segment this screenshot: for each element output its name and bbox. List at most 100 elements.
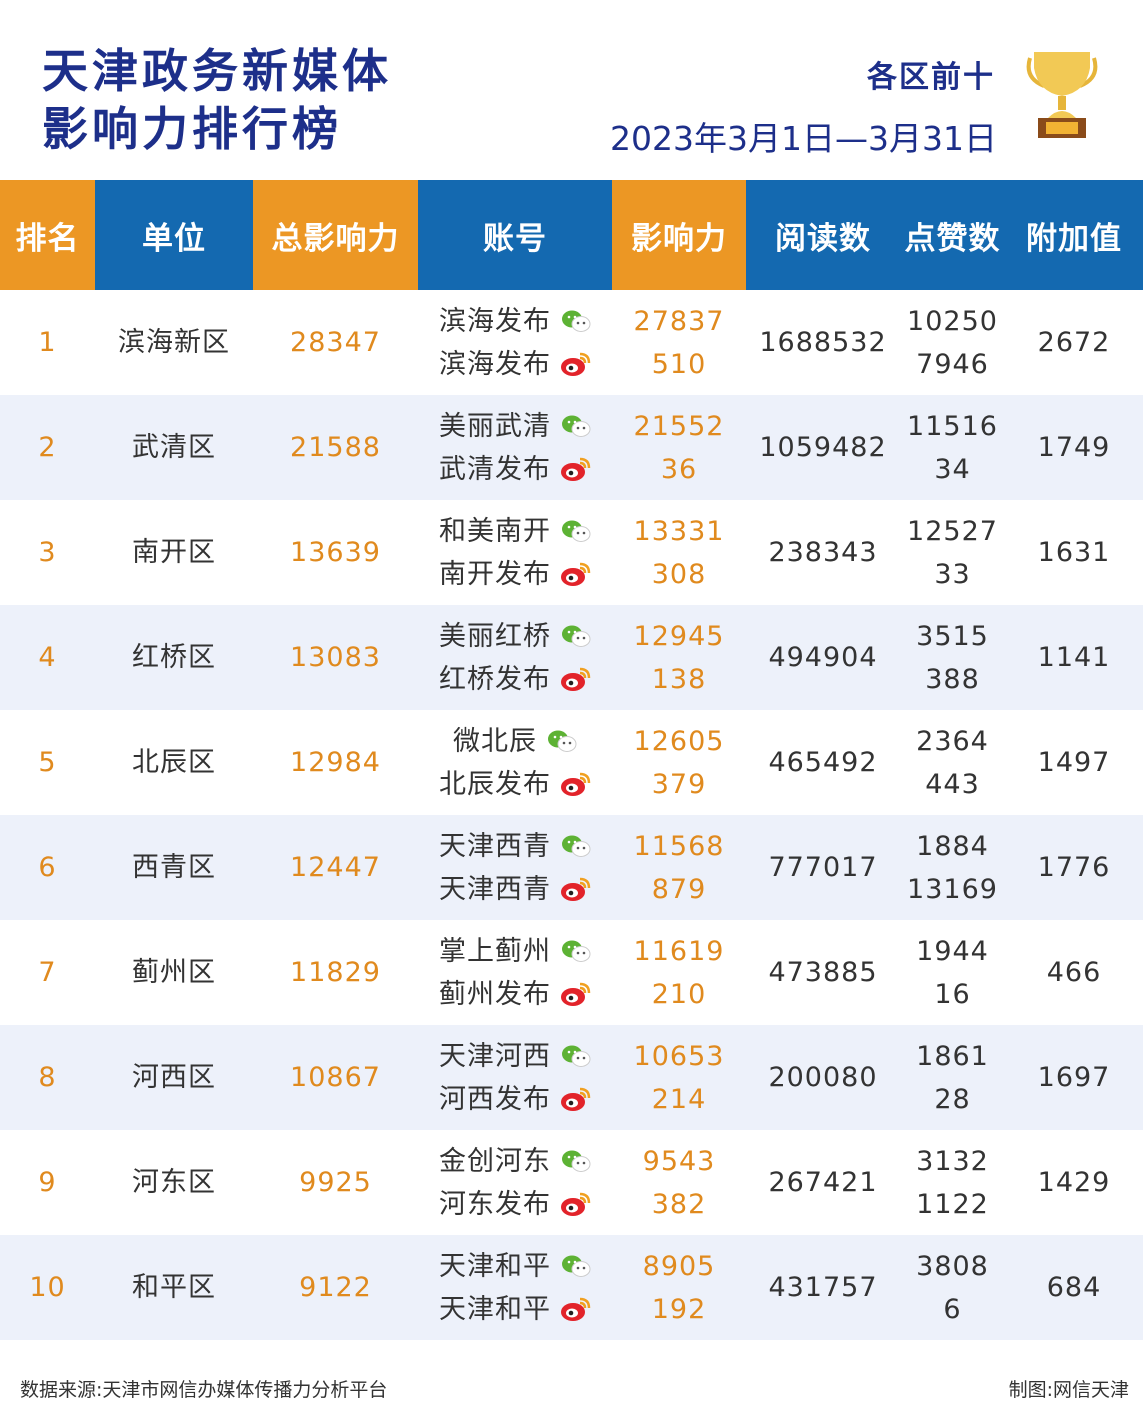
accounts: 天津和平 天津和平 bbox=[418, 1245, 612, 1331]
wechat-influence: 11619 bbox=[633, 935, 725, 967]
rank: 5 bbox=[38, 747, 57, 778]
table-row: 4 红桥区 13083 美丽红桥 红桥发布 12945 138 494904 3515 388 11… bbox=[0, 605, 1143, 710]
wechat-likes: 3132 bbox=[916, 1145, 989, 1177]
rank: 3 bbox=[38, 537, 57, 568]
unit: 北辰区 bbox=[132, 747, 216, 778]
wechat-likes: 12527 bbox=[907, 515, 998, 547]
weibo-influence: 510 bbox=[651, 348, 707, 380]
total-influence: 21588 bbox=[290, 432, 381, 463]
extra-value: 1697 bbox=[1037, 1062, 1111, 1093]
weibo-influence: 138 bbox=[651, 663, 707, 695]
reads: 267421 bbox=[768, 1167, 878, 1198]
wechat-icon bbox=[562, 1150, 591, 1172]
reads: 1059482 bbox=[759, 432, 887, 463]
wechat-icon bbox=[562, 415, 591, 437]
weibo-account: 天津西青 bbox=[439, 873, 551, 905]
unit: 河西区 bbox=[132, 1062, 216, 1093]
weibo-account: 南开发布 bbox=[439, 558, 551, 590]
weibo-icon bbox=[561, 1192, 591, 1216]
total-influence: 28347 bbox=[290, 327, 381, 358]
weibo-account: 河西发布 bbox=[439, 1083, 551, 1115]
influence: 11568 879 bbox=[612, 825, 746, 911]
weibo-account: 红桥发布 bbox=[439, 663, 551, 695]
accounts: 天津西青 天津西青 bbox=[418, 825, 612, 911]
rank: 7 bbox=[38, 957, 57, 988]
total-influence: 13639 bbox=[290, 537, 381, 568]
header-rank: 排名 bbox=[0, 180, 95, 290]
accounts: 滨海发布 滨海发布 bbox=[418, 300, 612, 386]
likes: 10250 7946 bbox=[900, 300, 1005, 386]
weibo-likes: 443 bbox=[925, 768, 980, 800]
weibo-icon bbox=[561, 457, 591, 481]
header-total: 总影响力 bbox=[253, 180, 418, 290]
table-row: 8 河西区 10867 天津河西 河西发布 10653 214 200080 1861 28 169… bbox=[0, 1025, 1143, 1130]
table-row: 2 武清区 21588 美丽武清 武清发布 21552 36 1059482 11516 34 17… bbox=[0, 395, 1143, 500]
wechat-icon bbox=[562, 625, 591, 647]
weibo-icon bbox=[561, 352, 591, 376]
wechat-icon bbox=[548, 730, 577, 752]
table-row: 1 滨海新区 28347 滨海发布 滨海发布 27837 510 1688532 10250 79… bbox=[0, 290, 1143, 395]
date-range: 2023年3月1日—3月31日 bbox=[610, 119, 997, 158]
wechat-account: 金创河东 bbox=[439, 1145, 551, 1177]
unit: 西青区 bbox=[132, 852, 216, 883]
total-influence: 12984 bbox=[290, 747, 381, 778]
wechat-likes: 10250 bbox=[907, 305, 998, 337]
header-reads: 阅读数 bbox=[746, 180, 900, 290]
wechat-account: 美丽红桥 bbox=[439, 620, 551, 652]
rank: 4 bbox=[38, 642, 57, 673]
rank: 9 bbox=[38, 1167, 57, 1198]
wechat-account: 天津河西 bbox=[439, 1040, 551, 1072]
wechat-icon bbox=[562, 520, 591, 542]
extra-value: 1776 bbox=[1037, 852, 1111, 883]
weibo-likes: 34 bbox=[934, 453, 971, 485]
rank: 8 bbox=[38, 1062, 57, 1093]
wechat-likes: 1884 bbox=[916, 830, 989, 862]
wechat-account: 美丽武清 bbox=[439, 410, 551, 442]
weibo-icon bbox=[561, 1087, 591, 1111]
total-influence: 13083 bbox=[290, 642, 381, 673]
total-influence: 9122 bbox=[299, 1272, 372, 1303]
wechat-likes: 11516 bbox=[907, 410, 998, 442]
influence: 10653 214 bbox=[612, 1035, 746, 1121]
weibo-account: 滨海发布 bbox=[439, 348, 551, 380]
wechat-account: 和美南开 bbox=[439, 515, 551, 547]
wechat-icon bbox=[562, 835, 591, 857]
weibo-icon bbox=[561, 667, 591, 691]
table-body: 1 滨海新区 28347 滨海发布 滨海发布 27837 510 1688532 10250 79… bbox=[0, 290, 1143, 1340]
likes: 3132 1122 bbox=[900, 1140, 1005, 1226]
page-title: 天津政务新媒体 影响力排行榜 bbox=[42, 44, 392, 156]
total-influence: 9925 bbox=[299, 1167, 372, 1198]
wechat-account: 天津西青 bbox=[439, 830, 551, 862]
wechat-account: 滨海发布 bbox=[439, 305, 551, 337]
influence: 13331 308 bbox=[612, 510, 746, 596]
likes: 3515 388 bbox=[900, 615, 1005, 701]
wechat-influence: 13331 bbox=[633, 515, 725, 547]
total-influence: 10867 bbox=[290, 1062, 381, 1093]
wechat-likes: 2364 bbox=[916, 725, 989, 757]
influence: 27837 510 bbox=[612, 300, 746, 386]
weibo-likes: 388 bbox=[925, 663, 980, 695]
likes: 1884 13169 bbox=[900, 825, 1005, 911]
reads: 494904 bbox=[768, 642, 878, 673]
weibo-likes: 7946 bbox=[916, 348, 989, 380]
wechat-likes: 3808 bbox=[916, 1250, 989, 1282]
weibo-influence: 879 bbox=[651, 873, 707, 905]
unit: 武清区 bbox=[132, 432, 216, 463]
header-extra: 附加值 bbox=[1005, 180, 1143, 290]
weibo-likes: 13169 bbox=[907, 873, 998, 905]
weibo-account: 蓟州发布 bbox=[439, 978, 551, 1010]
table-row: 5 北辰区 12984 微北辰 北辰发布 12605 379 465492 2364 443 149… bbox=[0, 710, 1143, 815]
weibo-account: 北辰发布 bbox=[439, 768, 551, 800]
reads: 777017 bbox=[768, 852, 878, 883]
wechat-account: 掌上蓟州 bbox=[439, 935, 551, 967]
weibo-likes: 6 bbox=[943, 1293, 962, 1325]
likes: 11516 34 bbox=[900, 405, 1005, 491]
table-row: 9 河东区 9925 金创河东 河东发布 9543 382 267421 3132 1122 142… bbox=[0, 1130, 1143, 1235]
accounts: 美丽武清 武清发布 bbox=[418, 405, 612, 491]
wechat-account: 天津和平 bbox=[439, 1250, 551, 1282]
weibo-likes: 28 bbox=[934, 1083, 971, 1115]
wechat-icon bbox=[562, 940, 591, 962]
accounts: 微北辰 北辰发布 bbox=[418, 720, 612, 806]
likes: 1944 16 bbox=[900, 930, 1005, 1016]
likes: 3808 6 bbox=[900, 1245, 1005, 1331]
